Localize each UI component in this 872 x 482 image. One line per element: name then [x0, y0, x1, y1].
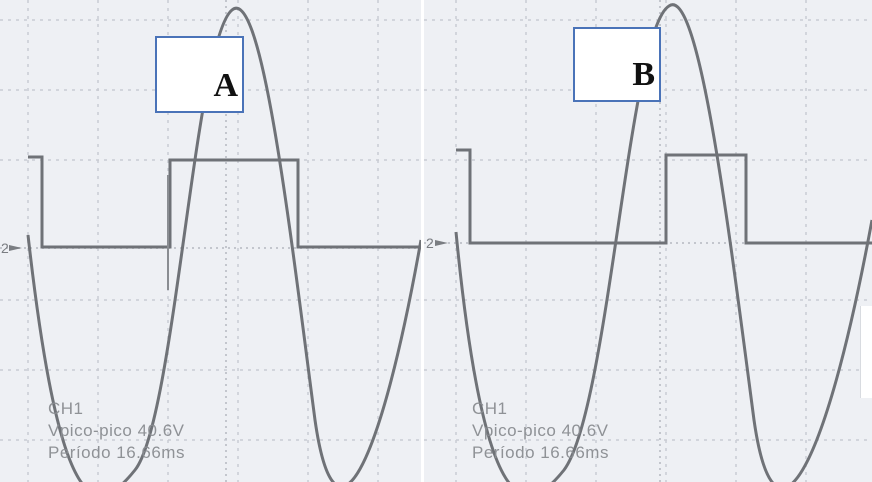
label-box-b: B — [573, 27, 661, 102]
label-box-a: A — [155, 36, 244, 113]
ground-arrow-b — [435, 240, 448, 246]
ground-marker-a: 2 — [1, 240, 9, 256]
scope-panel-a: 2 CH1 Vpico-pico 40.6V Período 16.66ms A — [0, 0, 421, 482]
scope-panel-b: 2 CH1 Vpico-pico 40.6V Período 16.66ms B — [424, 0, 872, 482]
panel-divider — [421, 0, 424, 482]
scope-screen-a: 2 — [0, 0, 421, 482]
period-b: Período 16.66ms — [472, 443, 609, 462]
square-trace-b — [456, 148, 872, 245]
ground-arrow-a — [9, 245, 22, 251]
grid-center-a — [0, 0, 421, 482]
period-a: Período 16.66ms — [48, 443, 185, 462]
measurement-readout-b: CH1 Vpico-pico 40.6V Período 16.66ms — [472, 398, 609, 464]
sine-trace-a — [26, 6, 421, 482]
ground-marker-b: 2 — [426, 235, 434, 251]
label-b: B — [632, 56, 655, 93]
label-a: A — [213, 67, 238, 104]
white-patch — [860, 306, 872, 398]
peak-to-peak-a: Vpico-pico 40.6V — [48, 421, 185, 440]
grid-b — [424, 0, 872, 482]
channel-label-b: CH1 — [472, 399, 508, 418]
scope-screen-b: 2 — [424, 0, 872, 482]
sine-trace-b — [454, 3, 872, 482]
channel-label-a: CH1 — [48, 399, 84, 418]
peak-to-peak-b: Vpico-pico 40.6V — [472, 421, 609, 440]
square-trace-a — [28, 155, 421, 249]
measurement-readout-a: CH1 Vpico-pico 40.6V Período 16.66ms — [48, 398, 185, 464]
